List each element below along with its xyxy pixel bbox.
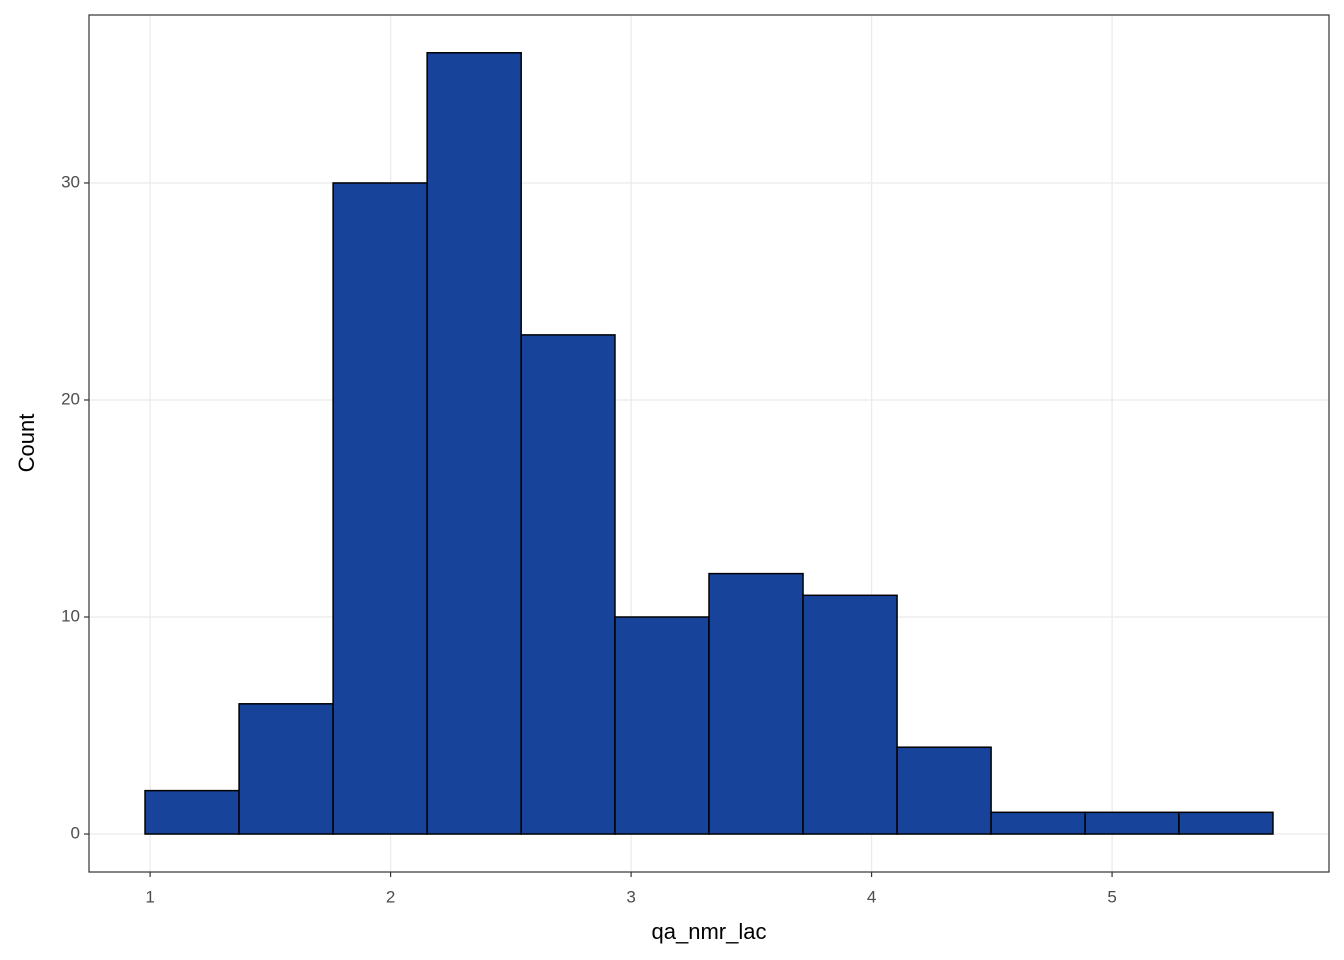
panel-border	[88, 14, 1330, 873]
y-axis-title: Count	[14, 414, 39, 473]
bar	[990, 811, 1086, 835]
bar	[708, 572, 804, 835]
bar	[520, 334, 616, 835]
bar	[332, 182, 428, 835]
bar	[426, 52, 522, 835]
y-tick-label: 20	[61, 389, 80, 408]
x-tick-label: 3	[626, 887, 635, 906]
bar	[1084, 811, 1180, 835]
x-axis-title: qa_nmr_lac	[652, 919, 767, 944]
bars	[144, 52, 1274, 835]
x-tick-label: 4	[867, 887, 876, 906]
y-tick-label: 10	[61, 606, 80, 625]
y-tick-label: 0	[71, 824, 80, 843]
bar	[1178, 811, 1274, 835]
bar	[144, 789, 240, 835]
y-tick-label: 30	[61, 172, 80, 191]
bar	[896, 746, 992, 835]
bar	[614, 616, 710, 835]
x-tick-label: 5	[1107, 887, 1116, 906]
x-tick-label: 2	[386, 887, 395, 906]
bar	[802, 594, 898, 835]
x-tick-label: 1	[145, 887, 154, 906]
bar	[238, 703, 334, 835]
